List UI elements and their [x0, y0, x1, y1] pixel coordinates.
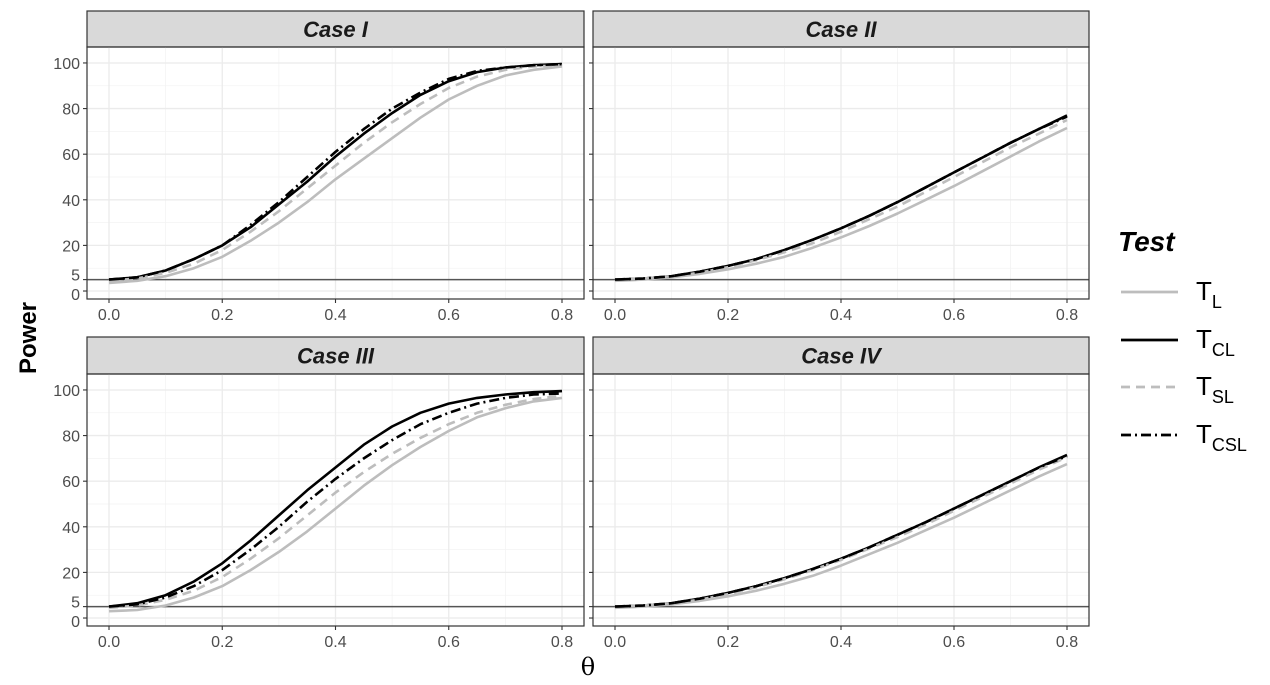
legend-title: Test — [1118, 226, 1176, 257]
x-tick-label: 0.2 — [717, 634, 739, 651]
facet-panel: Case IV 0.0 0.2 0.4 0.6 0.8 — [589, 336, 1090, 651]
facet-panel: Case I 0.0 0.2 0.4 0.6 0.8 0 5 20 40 60 80 100 — [53, 10, 585, 324]
y-tick-label: 60 — [62, 147, 80, 164]
y-axis-title: Power — [15, 302, 42, 374]
facet-strip — [592, 336, 1090, 375]
x-tick-label: 0.2 — [211, 307, 233, 324]
legend-label-subscript: CSL — [1212, 435, 1247, 455]
facet-title: Case II — [806, 17, 878, 42]
legend-label: TCL — [1196, 324, 1235, 360]
y-tick-label: 100 — [53, 56, 80, 73]
y-tick-label: 40 — [62, 193, 80, 210]
legend-label: TSL — [1196, 371, 1234, 407]
x-tick-label: 0.6 — [943, 307, 965, 324]
x-tick-label: 0.8 — [551, 634, 573, 651]
facet-panel: Case II 0.0 0.2 0.4 0.6 0.8 — [589, 10, 1090, 324]
legend: Test TL TCL TSL TCSL — [1118, 226, 1247, 455]
y-tick-label: 5 — [71, 595, 80, 612]
x-tick-label: 0.0 — [98, 307, 120, 324]
facet-panel: Case III 0.0 0.2 0.4 0.6 0.8 0 5 20 40 60 80 100 — [53, 336, 585, 651]
y-tick-label: 0 — [71, 287, 80, 304]
series-line-t-csl — [108, 392, 563, 608]
x-tick-label: 0.0 — [98, 634, 120, 651]
legend-label-subscript: L — [1212, 292, 1222, 312]
y-tick-label: 5 — [71, 268, 80, 285]
facet-strip — [86, 336, 585, 375]
series-line-t-csl — [614, 115, 1068, 281]
x-tick-label: 0.4 — [324, 634, 346, 651]
facet-strip — [592, 10, 1090, 48]
legend-label-subscript: SL — [1212, 387, 1234, 407]
facet-strip — [86, 10, 585, 48]
series-line-t-cl — [108, 389, 563, 608]
x-tick-label: 0.8 — [1056, 307, 1078, 324]
series-line-t-l — [108, 65, 563, 285]
facet-title: Case IV — [801, 344, 883, 369]
series-line-t-csl — [614, 454, 1068, 608]
facet-title: Case I — [303, 17, 369, 42]
series-line-t-sl — [108, 394, 563, 610]
x-tick-label: 0.0 — [604, 634, 626, 651]
x-tick-label: 0.2 — [211, 634, 233, 651]
facet-title: Case III — [297, 344, 375, 369]
x-tick-label: 0.6 — [438, 307, 460, 324]
series-line-t-sl — [108, 63, 563, 283]
series-line-t-csl — [108, 62, 563, 281]
y-tick-label: 20 — [62, 565, 80, 582]
y-tick-label: 100 — [53, 383, 80, 400]
x-tick-label: 0.4 — [324, 307, 346, 324]
y-tick-label: 40 — [62, 520, 80, 537]
y-tick-label: 80 — [62, 102, 80, 119]
y-tick-label: 0 — [71, 614, 80, 631]
x-tick-label: 0.4 — [830, 634, 852, 651]
series-line-t-l — [108, 396, 563, 613]
legend-label: TCSL — [1196, 419, 1247, 455]
y-tick-label: 20 — [62, 238, 80, 255]
x-tick-label: 0.4 — [830, 307, 852, 324]
x-tick-label: 0.2 — [717, 307, 739, 324]
x-tick-label: 0.8 — [1056, 634, 1078, 651]
y-tick-label: 80 — [62, 429, 80, 446]
x-tick-label: 0.6 — [943, 634, 965, 651]
x-axis-title: θ — [581, 653, 595, 681]
y-tick-label: 60 — [62, 474, 80, 491]
x-tick-label: 0.0 — [604, 307, 626, 324]
legend-label: TL — [1196, 276, 1222, 312]
legend-label-subscript: CL — [1212, 340, 1235, 360]
x-tick-label: 0.6 — [438, 634, 460, 651]
x-tick-label: 0.8 — [551, 307, 573, 324]
